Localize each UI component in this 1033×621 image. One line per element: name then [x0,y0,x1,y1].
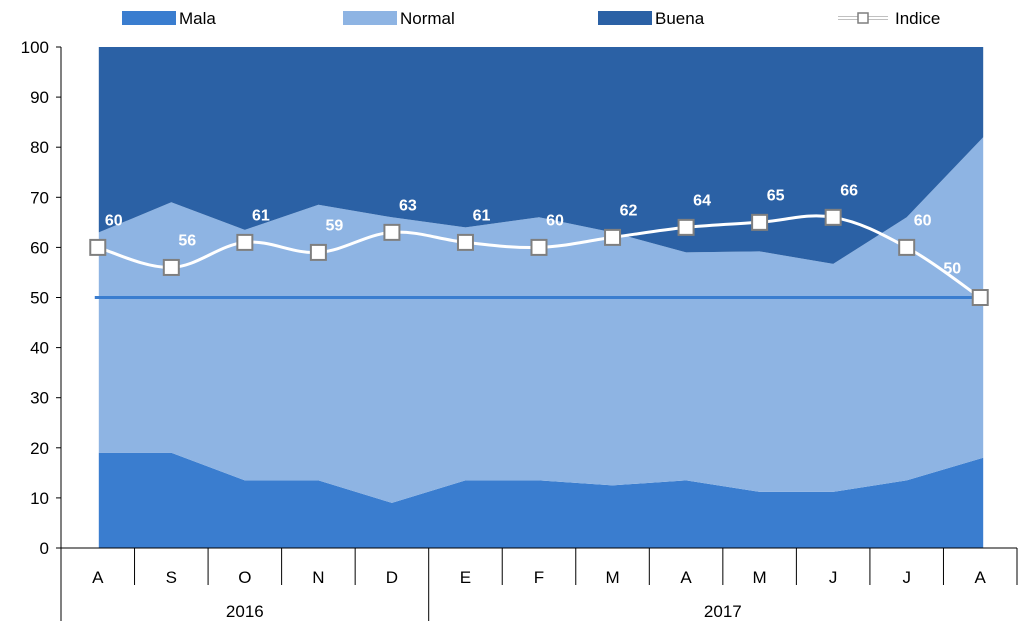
indice-marker [604,228,622,246]
indice-data-label: 64 [693,192,711,209]
year-group-label: 2017 [704,602,742,621]
year-group-label: 2016 [226,602,264,621]
x-category-label: A [975,568,987,587]
indice-data-label: 50 [943,261,961,278]
legend-item-normal: Normal [343,9,455,28]
y-tick-label: 0 [40,539,49,558]
indice-marker [162,258,180,276]
y-tick-label: 10 [30,489,49,508]
indice-data-label: 66 [840,182,858,199]
indice-marker [971,289,989,306]
x-category-label: A [92,568,104,587]
indice-marker [383,223,401,241]
legend-swatch [122,11,176,25]
x-category-label: N [312,568,324,587]
indice-series: 60 56 61 59 63 61 60 62 64 65 66 60 50 [89,182,989,306]
y-tick-label: 30 [30,389,49,408]
indice-data-label: 61 [473,207,491,224]
indice-data-label: 63 [399,197,417,214]
x-category-label: F [534,568,544,587]
x-category-label: M [605,568,619,587]
axes: 0 10 20 30 40 50 60 70 80 90 100 A S O N D E F M A M J J A 2016 2… [21,38,1018,621]
x-category-label: S [166,568,177,587]
area-buena [98,47,984,264]
indice-marker [309,243,327,261]
y-tick-label: 70 [30,188,49,207]
indice-marker [89,238,107,256]
x-category-label: E [460,568,471,587]
legend-label: Mala [179,9,216,28]
legend-swatch [343,11,397,25]
stacked-areas [98,47,984,548]
legend-label: Indice [895,9,940,28]
x-category-label: O [238,568,251,587]
legend-item-mala: Mala [122,9,216,28]
indice-data-label: 62 [620,202,638,219]
indice-marker [236,233,254,251]
legend-swatch [598,11,652,25]
indice-marker [898,238,916,256]
indice-data-label: 65 [767,187,785,204]
indice-data-label: 56 [178,232,196,249]
legend-item-indice: Indice [838,9,940,28]
indice-data-label: 60 [546,212,564,229]
indice-marker [530,238,548,256]
area-normal [98,137,984,503]
indice-marker [677,218,695,236]
area-mala [98,452,984,548]
x-category-label: J [829,568,838,587]
y-tick-label: 60 [30,238,49,257]
x-category-label: M [753,568,767,587]
y-tick-label: 20 [30,439,49,458]
legend: Mala Normal Buena Indice [122,9,940,28]
legend-item-buena: Buena [598,9,705,28]
y-tick-label: 40 [30,339,49,358]
y-tick-label: 50 [30,289,49,308]
indice-marker [456,233,474,251]
indice-marker [824,208,842,226]
y-tick-label: 100 [21,38,49,57]
legend-label: Normal [400,9,455,28]
indice-data-label: 60 [105,212,123,229]
indice-marker [751,213,769,231]
legend-marker [857,12,869,24]
y-tick-label: 80 [30,138,49,157]
indice-data-label: 59 [325,217,343,234]
indice-data-label: 61 [252,207,270,224]
x-category-label: A [680,568,692,587]
legend-label: Buena [655,9,705,28]
x-category-label: J [902,568,911,587]
y-tick-label: 90 [30,88,49,107]
x-category-label: D [386,568,398,587]
indice-data-label: 60 [914,212,932,229]
